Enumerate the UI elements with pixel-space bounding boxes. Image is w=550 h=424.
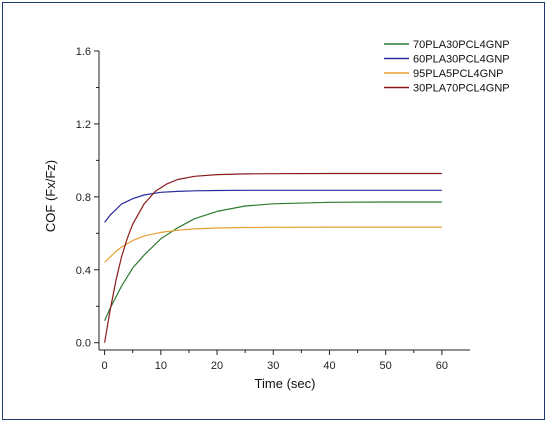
legend-label-4: 30PLA70PCL4GNP	[413, 83, 510, 95]
legend-label-3: 95PLA5PCL4GNP	[413, 68, 504, 80]
y-axis-label: COF (Fx/Fz)	[43, 160, 58, 232]
figure-frame	[2, 2, 545, 420]
series-line-3	[104, 226, 442, 263]
x-axis-label: Time (sec)	[255, 376, 316, 391]
x-tick-label: 0	[102, 360, 108, 372]
x-tick-label: 30	[267, 360, 279, 372]
x-tick-label: 40	[323, 360, 335, 372]
x-tick-label: 50	[380, 360, 392, 372]
x-tick-label: 60	[436, 360, 448, 372]
y-tick-label: 1.2	[76, 119, 91, 131]
x-tick-label: 10	[155, 360, 167, 372]
axes: 0 10 20 30 40 50 60 0.0 0.4 0.8 1.2 1.6	[76, 46, 470, 372]
series-line-4	[104, 172, 442, 343]
y-tick-label: 0.0	[76, 338, 91, 350]
legend: 70PLA30PCL4GNP 60PLA30PCL4GNP 95PLA5PCL4GN…	[384, 39, 510, 95]
y-tick-label: 1.6	[76, 46, 91, 58]
legend-label-1: 70PLA30PCL4GNP	[413, 39, 510, 51]
plot-area	[104, 172, 442, 343]
y-tick-label: 0.8	[76, 192, 91, 204]
series-line-2	[104, 189, 442, 223]
legend-label-2: 60PLA30PCL4GNP	[413, 54, 510, 66]
series-line-1	[104, 201, 442, 322]
y-tick-label: 0.4	[76, 265, 91, 277]
x-tick-label: 20	[211, 360, 223, 372]
